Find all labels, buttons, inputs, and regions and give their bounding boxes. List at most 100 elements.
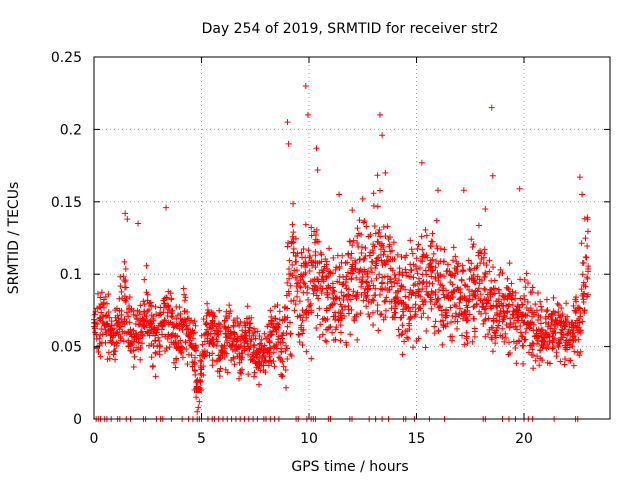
data-point bbox=[192, 322, 199, 329]
data-point bbox=[224, 339, 231, 346]
data-point bbox=[274, 301, 281, 308]
data-point bbox=[580, 260, 587, 267]
data-point bbox=[578, 286, 585, 293]
data-point bbox=[168, 296, 175, 303]
data-point bbox=[576, 352, 583, 359]
data-point bbox=[364, 292, 371, 299]
data-point bbox=[561, 361, 568, 368]
data-point bbox=[288, 298, 295, 305]
data-point bbox=[564, 313, 571, 320]
data-point bbox=[104, 321, 111, 328]
data-point bbox=[286, 265, 293, 272]
data-point bbox=[234, 320, 241, 327]
data-point bbox=[478, 255, 485, 262]
data-point bbox=[296, 298, 303, 305]
data-point bbox=[266, 344, 273, 351]
data-point bbox=[418, 233, 425, 240]
data-point bbox=[381, 248, 388, 255]
data-point bbox=[167, 319, 174, 326]
data-point bbox=[482, 269, 489, 276]
data-point bbox=[174, 333, 181, 340]
data-point bbox=[358, 249, 365, 256]
data-point bbox=[551, 309, 558, 316]
data-point bbox=[381, 298, 388, 305]
data-point bbox=[518, 313, 525, 320]
data-point bbox=[370, 282, 377, 289]
data-point bbox=[135, 220, 142, 227]
data-point bbox=[584, 228, 591, 235]
data-point bbox=[405, 335, 412, 342]
data-point bbox=[98, 309, 105, 316]
data-point bbox=[489, 348, 496, 355]
data-point bbox=[326, 324, 333, 331]
data-point bbox=[117, 282, 124, 289]
data-point bbox=[499, 325, 506, 332]
data-point bbox=[521, 336, 528, 343]
data-point bbox=[304, 284, 311, 291]
data-point bbox=[260, 352, 267, 359]
data-point bbox=[186, 337, 193, 344]
data-point bbox=[206, 352, 213, 359]
data-point bbox=[554, 300, 561, 307]
data-point bbox=[182, 294, 189, 301]
data-point bbox=[397, 314, 404, 321]
data-point bbox=[322, 337, 329, 344]
data-point bbox=[306, 252, 313, 259]
data-point bbox=[230, 317, 237, 324]
data-point bbox=[570, 362, 577, 369]
data-point bbox=[320, 267, 327, 274]
data-point bbox=[466, 311, 473, 318]
data-point bbox=[407, 308, 414, 315]
data-point bbox=[284, 279, 291, 286]
data-point bbox=[302, 269, 309, 276]
data-point bbox=[275, 333, 282, 340]
data-point bbox=[427, 257, 434, 264]
data-point bbox=[364, 286, 371, 293]
data-point bbox=[510, 311, 517, 318]
data-point bbox=[500, 316, 507, 323]
data-point bbox=[335, 317, 342, 324]
data-point bbox=[229, 340, 236, 347]
data-point bbox=[388, 247, 395, 254]
data-point bbox=[417, 305, 424, 312]
data-point bbox=[446, 268, 453, 275]
data-point bbox=[159, 322, 166, 329]
data-point bbox=[306, 302, 313, 309]
data-point bbox=[288, 352, 295, 359]
data-point bbox=[422, 298, 429, 305]
data-point bbox=[209, 362, 216, 369]
data-point bbox=[501, 315, 508, 322]
data-point bbox=[371, 222, 378, 229]
data-point bbox=[564, 332, 571, 339]
data-point bbox=[505, 339, 512, 346]
data-point bbox=[345, 286, 352, 293]
data-point bbox=[179, 354, 186, 361]
data-point bbox=[454, 268, 461, 275]
data-point bbox=[576, 305, 583, 312]
data-point bbox=[285, 288, 292, 295]
data-point bbox=[390, 239, 397, 246]
data-point bbox=[368, 278, 375, 285]
data-point bbox=[289, 221, 296, 228]
data-point bbox=[396, 271, 403, 278]
data-point bbox=[268, 331, 275, 338]
data-point bbox=[169, 307, 176, 314]
data-point bbox=[217, 365, 224, 372]
data-point bbox=[191, 329, 198, 336]
data-point bbox=[104, 300, 111, 307]
data-point bbox=[266, 337, 273, 344]
data-point bbox=[538, 307, 545, 314]
data-point bbox=[535, 333, 542, 340]
data-point bbox=[520, 342, 527, 349]
data-point bbox=[344, 259, 351, 266]
data-point bbox=[305, 247, 312, 254]
data-point bbox=[366, 252, 373, 259]
data-point bbox=[506, 292, 513, 299]
data-point bbox=[213, 327, 220, 334]
data-point bbox=[332, 316, 339, 323]
data-point bbox=[103, 330, 110, 337]
data-point bbox=[423, 232, 430, 239]
data-point bbox=[513, 326, 520, 333]
data-point bbox=[535, 289, 542, 296]
data-point bbox=[389, 267, 396, 274]
